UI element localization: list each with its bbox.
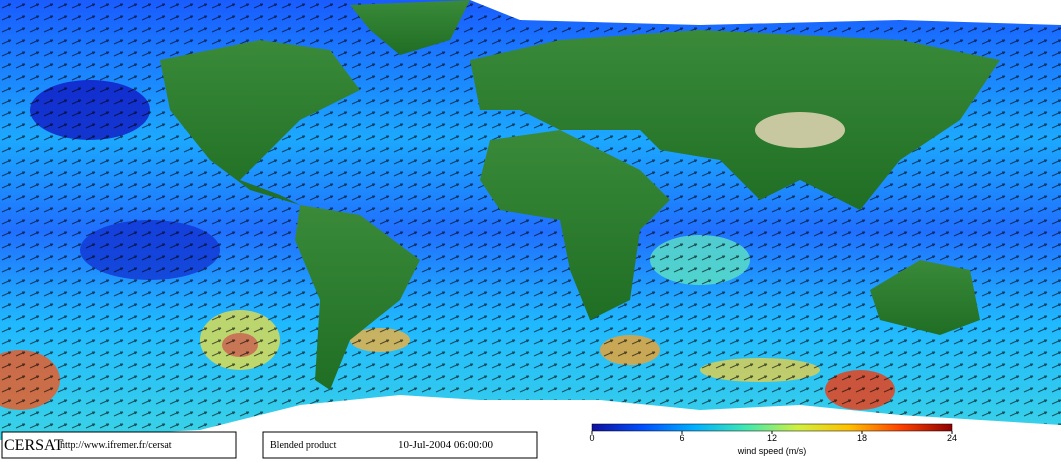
url: http://www.ifremer.fr/cersat — [60, 440, 172, 451]
footer: CERSAT http://www.ifremer.fr/cersat Blen… — [1, 431, 538, 459]
colorbar-scale — [591, 423, 953, 432]
colorbar: wind speed (m/s) 0 6 12 18 24 — [589, 423, 957, 456]
colorbar-label: wind speed (m/s) — [737, 446, 807, 456]
colorbar-tick-label: 0 — [589, 433, 594, 443]
product: Blended product — [270, 440, 337, 451]
colorbar-tick-label: 24 — [947, 433, 957, 443]
colorbar-tick-label: 12 — [767, 433, 777, 443]
logo: CERSAT — [4, 437, 64, 454]
colorbar-tick-label: 18 — [857, 433, 867, 443]
colorbar-tick-label: 6 — [679, 433, 684, 443]
timestamp: 10-Jul-2004 06:00:00 — [398, 439, 494, 451]
credit-box — [1, 431, 237, 459]
product-box — [262, 431, 538, 459]
